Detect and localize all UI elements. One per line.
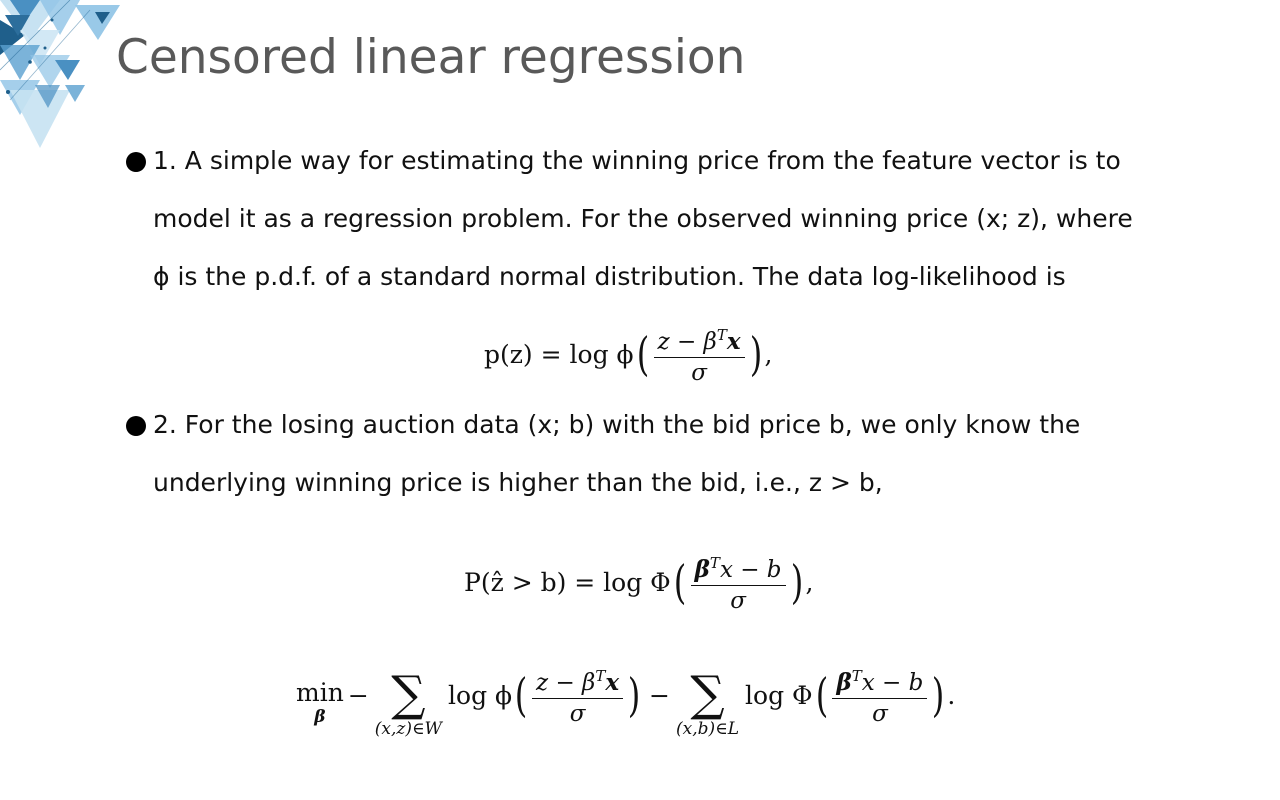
bullet-2-line-1: 2. For the losing auction data (x; b) wi… xyxy=(153,410,1081,439)
eq1-lhs: p(z) = log ϕ xyxy=(484,339,634,369)
eq2-left-paren: ( xyxy=(673,555,686,609)
bullet-dot-1 xyxy=(126,152,146,172)
eq3-f1-denominator: σ xyxy=(569,701,586,727)
eq3-min-block: min β xyxy=(296,678,344,728)
eq3-sum-2-sub: (x,b)∈L xyxy=(676,719,740,739)
eq1-tail: , xyxy=(764,339,773,369)
eq3-f2-denominator: σ xyxy=(872,701,888,727)
eq1-numerator-tail: x xyxy=(726,328,741,355)
eq3-log-phi: log ϕ xyxy=(448,680,513,710)
bullet-2-line-2: underlying winning price is higher than … xyxy=(153,468,883,497)
bullet-1-line-3: ϕ is the p.d.f. of a standard normal dis… xyxy=(153,262,1066,291)
eq3-f1-tail: x xyxy=(605,669,620,696)
eq2-numerator-sup: T xyxy=(709,554,720,572)
eq3-f2-head: β xyxy=(836,669,852,696)
eq3-min: min xyxy=(296,678,344,707)
slide-title: Censored linear regression xyxy=(116,30,746,85)
eq2-right-paren: ) xyxy=(790,555,803,609)
eq3-f2-sup: T xyxy=(851,667,862,685)
eq3-minus-2: − xyxy=(649,680,670,710)
eq1-fraction: z − βTx σ xyxy=(653,322,745,386)
eq3-sum-2: ∑ (x,b)∈L xyxy=(676,666,740,739)
eq3-f1-left-paren: ( xyxy=(514,668,528,722)
eq3-minus-1: − xyxy=(347,680,369,710)
eq1-left-paren: ( xyxy=(636,327,649,381)
eq3-fraction-1: z − βTx σ xyxy=(532,663,624,727)
bullet-dot-2 xyxy=(126,416,146,436)
eq3-fraction-2: βTx − b σ xyxy=(832,663,928,727)
eq3-f2-numerator: x − b xyxy=(861,670,924,696)
eq2-tail: , xyxy=(805,567,814,597)
equation-3: min β − ∑ (x,z)∈W log ϕ ( z − βTx σ ) − … xyxy=(296,660,956,739)
corner-decoration xyxy=(0,0,120,148)
eq3-sum-1: ∑ (x,z)∈W xyxy=(374,666,443,739)
eq1-numerator: z − β xyxy=(657,329,717,355)
eq3-f2-left-paren: ( xyxy=(815,668,828,722)
eq3-tail: . xyxy=(947,680,956,710)
eq2-denominator: σ xyxy=(730,588,746,614)
eq1-numerator-sup: T xyxy=(716,326,727,344)
bullet-1-line-1: 1. A simple way for estimating the winni… xyxy=(153,146,1121,175)
bullet-1-line-2: model it as a regression problem. For th… xyxy=(153,204,1133,233)
equation-2: P(ẑ > b) = log Φ ( βTx − b σ ) , xyxy=(464,550,813,614)
eq1-denominator: σ xyxy=(691,360,707,386)
eq2-numerator-head: β xyxy=(694,556,710,583)
eq2-lhs: P(ẑ > b) = log Φ xyxy=(464,567,671,597)
eq3-f2-right-paren: ) xyxy=(932,668,945,722)
eq3-f1-right-paren: ) xyxy=(627,668,641,722)
eq2-fraction: βTx − b σ xyxy=(690,550,786,614)
eq3-log-Phi: log Φ xyxy=(745,680,813,710)
eq3-f1-numerator: z − β xyxy=(536,670,596,696)
equation-1: p(z) = log ϕ ( z − βTx σ ) , xyxy=(484,322,772,386)
eq3-f1-sup: T xyxy=(595,667,606,685)
eq3-sum-1-sub: (x,z)∈W xyxy=(374,719,443,739)
eq1-right-paren: ) xyxy=(749,327,762,381)
eq2-numerator: x − b xyxy=(719,557,782,583)
eq3-min-sub: β xyxy=(314,707,326,727)
